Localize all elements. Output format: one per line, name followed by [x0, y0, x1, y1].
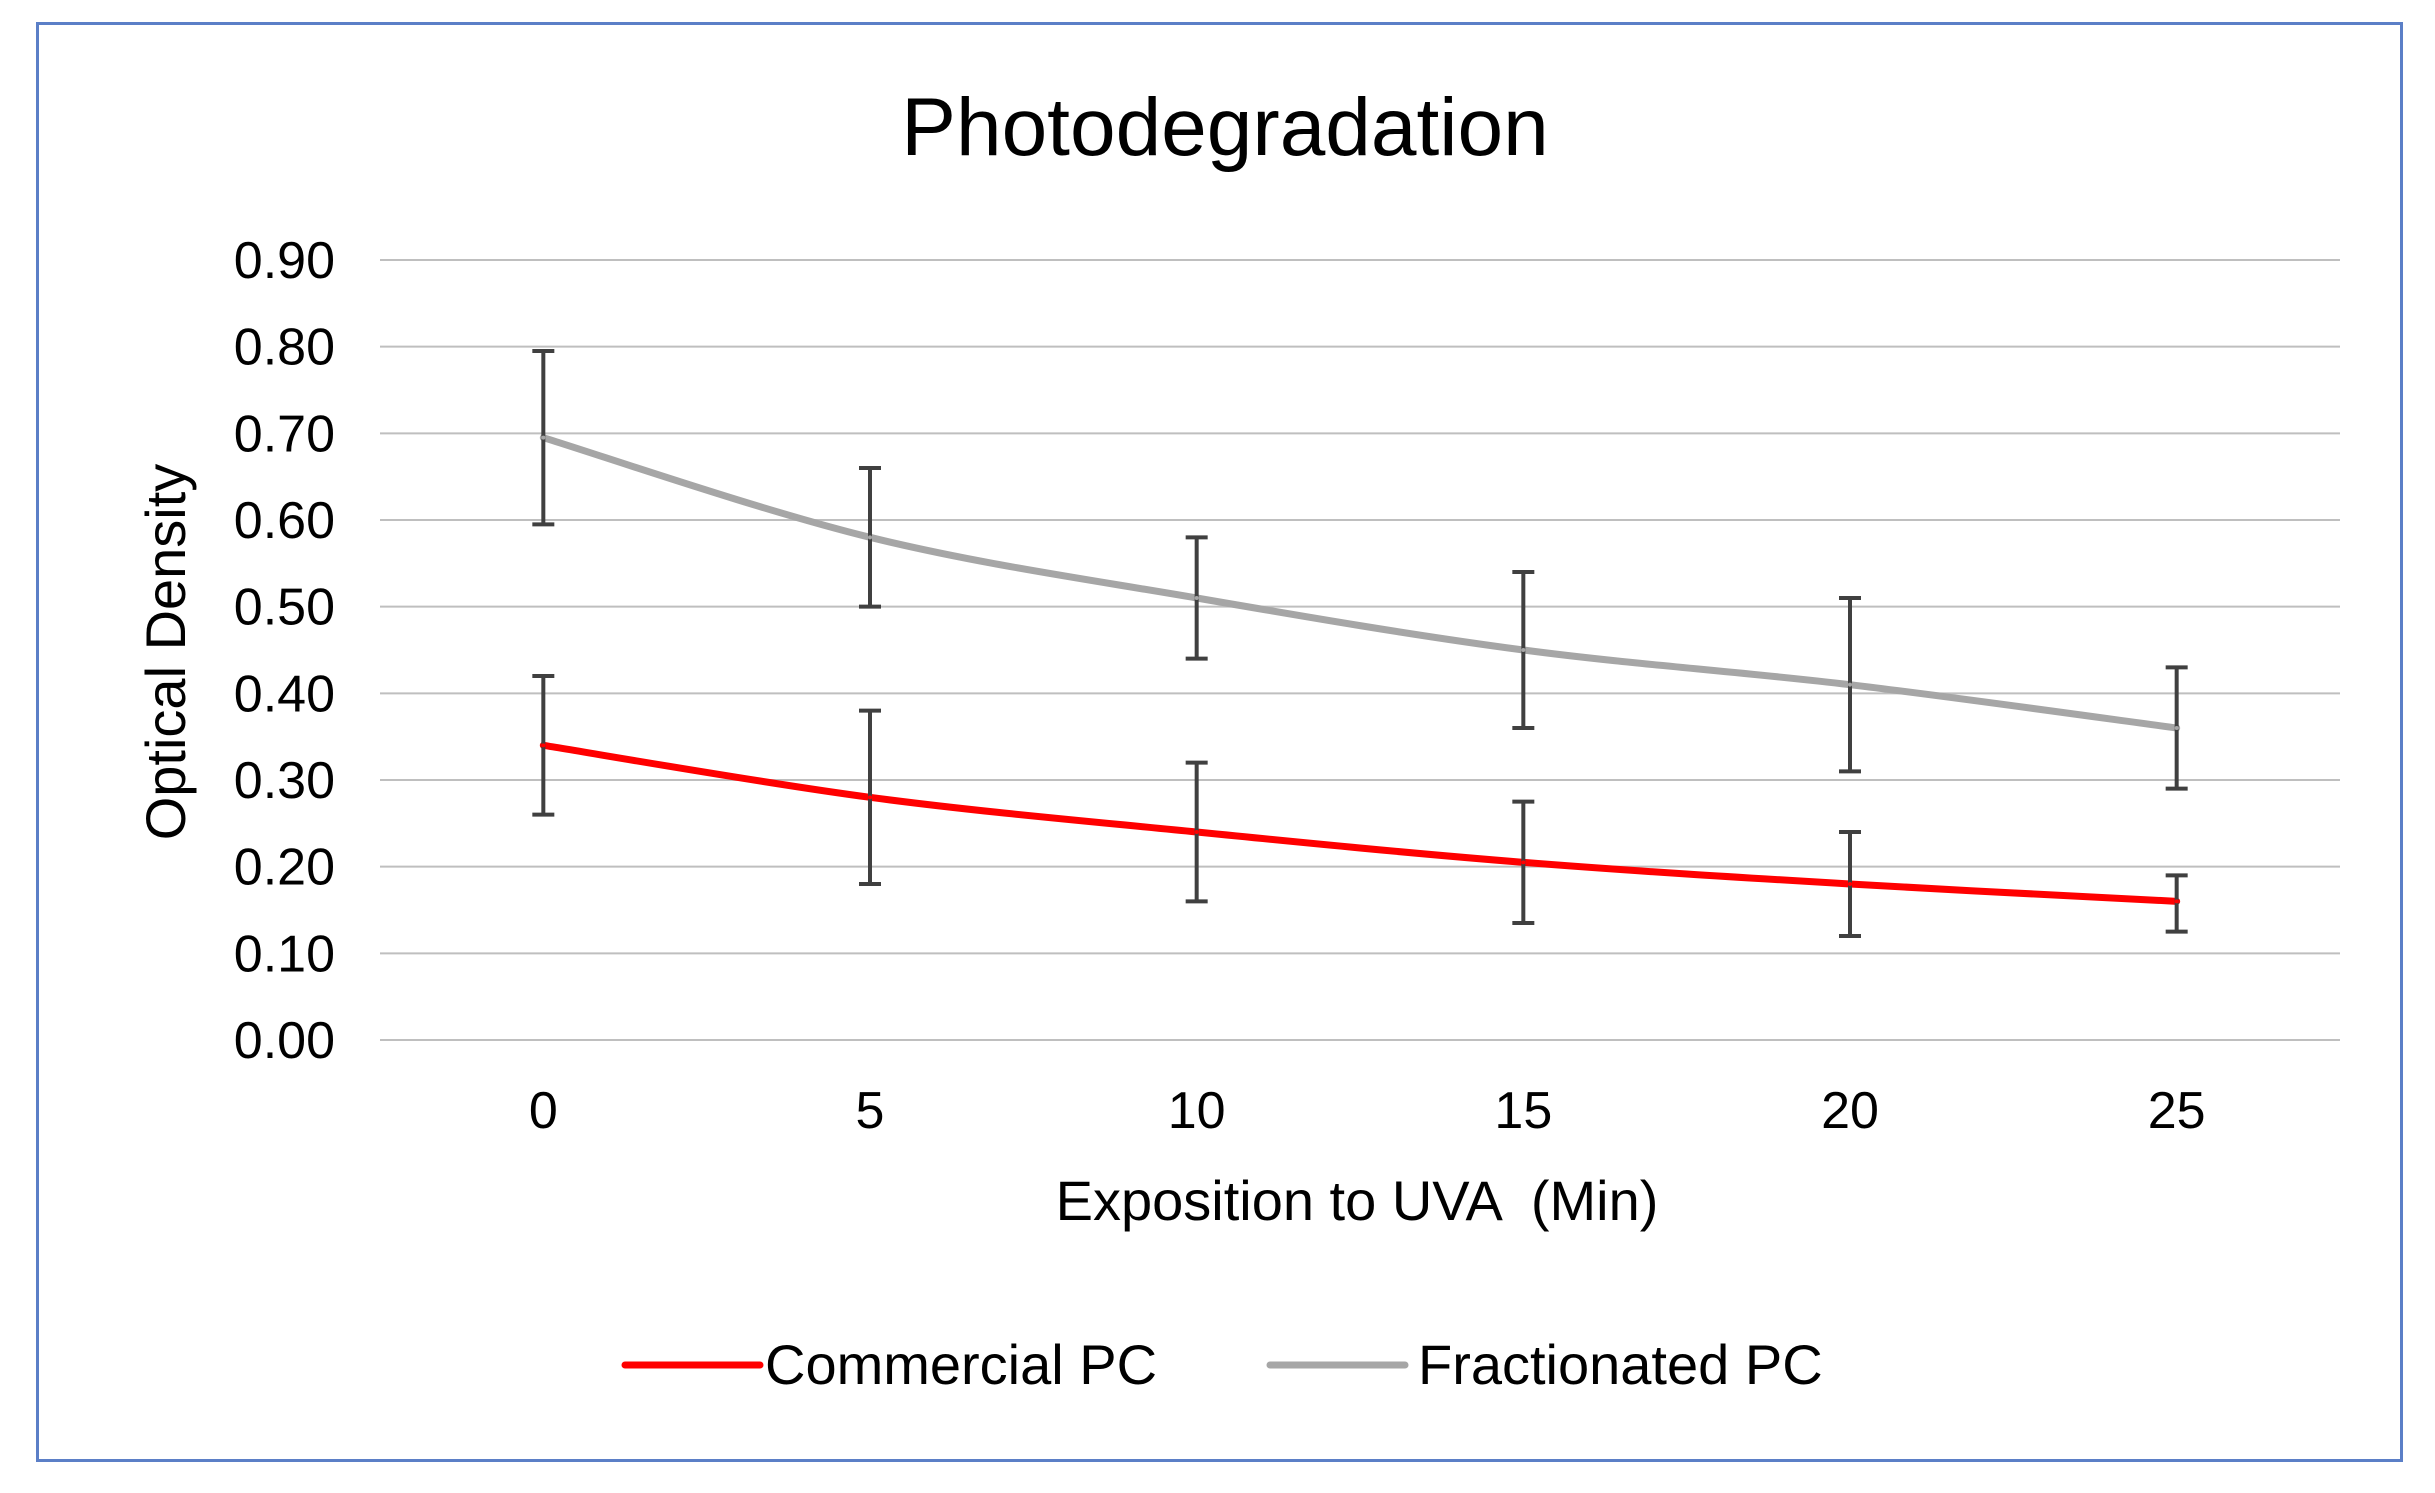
series-line	[539, 434, 2181, 732]
legend-label: Fractionated PC	[1418, 1333, 1823, 1396]
y-tick-label: 0.10	[234, 925, 335, 983]
y-tick-label: 0.20	[234, 839, 335, 897]
y-tick-label: 0.50	[234, 579, 335, 637]
data-point	[1521, 860, 1526, 865]
x-tick-label: 25	[2148, 1082, 2206, 1140]
y-tick-label: 0.70	[234, 405, 335, 463]
y-tick-label: 0.30	[234, 752, 335, 810]
series-line	[539, 741, 2181, 905]
legend-label: Commercial PC	[765, 1333, 1157, 1396]
x-axis-ticks: 0 5 10 15 20 25	[529, 1082, 2206, 1140]
data-point	[1521, 648, 1526, 652]
series-group	[532, 349, 2188, 938]
chart-title: Photodegradation	[901, 82, 1548, 173]
data-point	[2174, 726, 2179, 730]
y-tick-label: 0.40	[234, 665, 335, 723]
series-fractionated-pc	[532, 349, 2188, 791]
x-axis-label: Exposition to UVA (Min)	[1056, 1169, 1659, 1232]
data-point	[541, 743, 546, 748]
y-tick-label: 0.90	[234, 232, 335, 290]
data-point	[868, 535, 872, 540]
series-commercial-pc	[532, 674, 2188, 938]
y-tick-label: 0.00	[234, 1012, 335, 1070]
data-point	[868, 795, 872, 800]
y-tick-label: 0.60	[234, 492, 335, 550]
data-point	[1848, 682, 1852, 687]
data-point	[1848, 882, 1852, 886]
data-point	[541, 435, 546, 440]
x-tick-label: 15	[1494, 1082, 1552, 1140]
gridlines	[380, 259, 2340, 1041]
legend: Commercial PC Fractionated PC	[621, 1333, 1823, 1396]
x-tick-label: 5	[856, 1082, 885, 1140]
data-point	[1194, 830, 1199, 834]
x-tick-label: 0	[529, 1082, 558, 1140]
chart-frame	[36, 22, 2403, 1462]
x-tick-label: 20	[1821, 1082, 1879, 1140]
data-point	[1194, 596, 1199, 600]
y-axis-label: Optical Density	[134, 464, 197, 841]
data-point	[2174, 899, 2179, 904]
x-tick-label: 10	[1168, 1082, 1226, 1140]
y-axis-ticks: 0.00 0.10 0.20 0.30 0.40 0.50 0.60 0.70 0.80 0.90	[234, 232, 335, 1070]
y-tick-label: 0.80	[234, 319, 335, 377]
